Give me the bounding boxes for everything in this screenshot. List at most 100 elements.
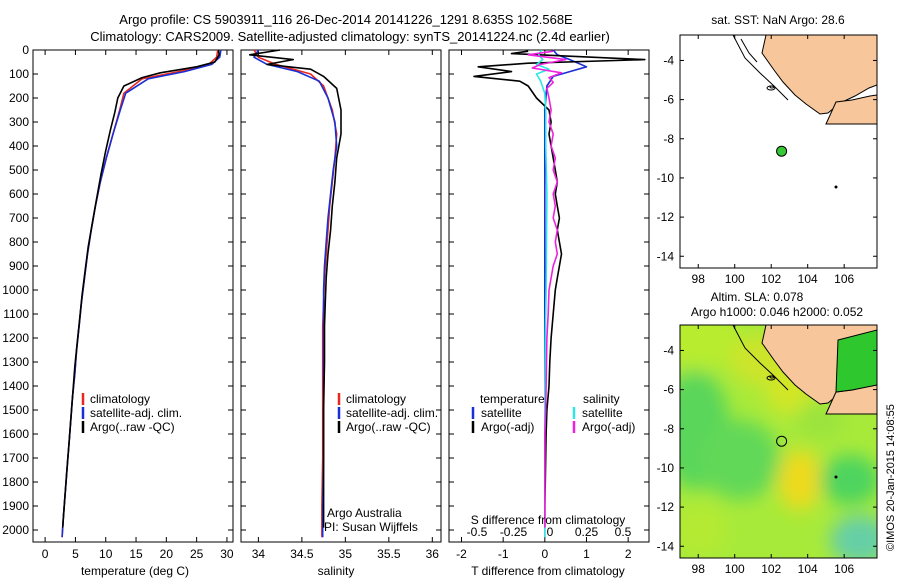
x-tick-label: 1 [583, 547, 590, 561]
salinity-x-label: salinity [318, 564, 355, 578]
t-difference-x-axis: -2 -1 0 1 2 [449, 49, 649, 561]
y-tick-label: 1900 [2, 499, 29, 513]
y-tick-label: 700 [9, 211, 29, 225]
y-tick-label: 1100 [3, 307, 29, 321]
temperature-x-label: temperature (deg C) [81, 564, 189, 578]
legend-climatology: climatology [90, 392, 150, 406]
coastal-shelf-line [732, 325, 789, 391]
lat-tick-label: -12 [657, 210, 675, 224]
x-tick-label: 20 [160, 547, 174, 561]
lat-tick-label: -8 [663, 132, 674, 146]
sla-map: Altim. SLA: 0.078 Argo h1000: 0.046 h200… [657, 290, 878, 576]
s-diff-tick-label: -0.25 [500, 525, 528, 539]
island-chain [740, 38, 758, 63]
legend-t-satellite: satellite [481, 406, 522, 420]
legend-satellite-adj-clim: satellite-adj. clim. [346, 406, 438, 420]
lat-tick-label: -14 [657, 249, 675, 263]
sst-map-frame [679, 34, 878, 269]
sumatra-land [761, 35, 877, 115]
series-line-satellite-adj-clim [61, 49, 222, 538]
header-line-1: Argo profile: CS 5903911_116 26-Dec-2014… [119, 12, 573, 27]
x-tick-label: 5 [72, 547, 79, 561]
lat-tick-label: -12 [657, 500, 675, 514]
series-line-t-argo [473, 50, 646, 528]
x-tick-label: 34 [252, 547, 266, 561]
legend-climatology: climatology [346, 392, 406, 406]
credit-timestamp: ©IMOS 20-Jan-2015 14:08:55 [885, 404, 897, 551]
legend-t-argo: Argo(-adj) [481, 420, 534, 434]
lat-tick-label: -6 [663, 93, 674, 107]
lat-tick-label: -6 [663, 383, 674, 397]
difference-plot-frame [448, 49, 650, 543]
difference-legend: temperature satellite Argo(-adj) salinit… [471, 392, 635, 434]
series-line-argo-raw-qc [248, 49, 342, 528]
sst-map: sat. SST: NaN Argo: 28.6 98 100 102 104 106 -… [657, 13, 878, 286]
y-tick-label: 400 [9, 139, 29, 153]
series-line-climatology [61, 49, 219, 538]
lat-tick-label: -8 [663, 422, 674, 436]
series-line-s-argo [527, 50, 567, 528]
islands-enggano-2 [769, 85, 775, 89]
lon-tick-label: 100 [725, 272, 745, 286]
lon-tick-label: 98 [692, 272, 706, 286]
temperature-series [61, 49, 222, 538]
y-tick-label: 2000 [2, 523, 29, 537]
salinity-panel: 34 34.5 35 35.5 36 climatology satellite-adj… [240, 49, 442, 578]
sla-map-title-1: Altim. SLA: 0.078 [711, 290, 804, 304]
salinity-plot-frame [240, 49, 442, 543]
sst-map-axes: 98 100 102 104 106 -4 -6 -8 -10 -12 -14 [657, 35, 877, 286]
sla-map-title-2: Argo h1000: 0.046 h2000: 0.052 [691, 305, 863, 319]
lat-tick-label: -4 [663, 53, 674, 67]
legend-salinity-heading: salinity [583, 392, 620, 406]
y-tick-label: 1200 [2, 331, 29, 345]
y-tick-label: 0 [22, 43, 29, 57]
sla-map-axes: 98 100 102 104 106 -4 -6 -8 -10 -12 -14 [657, 325, 877, 576]
argo-location-marker [776, 435, 788, 447]
series-line-s-satellite [535, 49, 550, 538]
y-tick-label: 600 [9, 187, 29, 201]
lon-tick-label: 98 [692, 562, 706, 576]
lat-tick-label: -4 [663, 343, 674, 357]
lat-tick-label: -10 [657, 461, 675, 475]
coastal-shelf-line [732, 35, 789, 101]
annotation-pi: PI: Susan Wijffels [324, 520, 418, 534]
temperature-plot-frame [32, 49, 234, 543]
temperature-panel: 0100200300400500600700800900100011001200… [2, 43, 234, 578]
legend-s-argo: Argo(-adj) [582, 420, 635, 434]
y-tick-label: 1500 [2, 403, 29, 417]
islands-enggano-2 [769, 375, 775, 379]
sst-map-land [732, 35, 877, 189]
y-tick-label: 1800 [2, 475, 29, 489]
series-line-argo-raw-qc [61, 49, 220, 528]
legend-argo: Argo(..raw -QC) [346, 420, 431, 434]
depth-axis: 0 100 200 300 400 500 600 700 800 900 1000 1100 1200… [2, 43, 233, 537]
lon-tick-label: 106 [834, 562, 854, 576]
temperature-x-axis: 0 5 10 15 20 25 30 [42, 50, 234, 561]
t-difference-label: T difference from climatology [471, 564, 625, 578]
lon-tick-label: 100 [725, 562, 745, 576]
green-land-patch [835, 329, 877, 393]
s-difference-axis: -0.5 -0.25 0 0.25 0.5 [467, 525, 632, 539]
x-tick-label: -1 [498, 547, 509, 561]
x-tick-label: 36 [426, 547, 440, 561]
x-tick-label: 0 [42, 547, 49, 561]
y-tick-label: 300 [9, 115, 29, 129]
sst-map-title: sat. SST: NaN Argo: 28.6 [711, 13, 845, 27]
series-line-climatology [253, 49, 338, 538]
x-tick-label: 2 [625, 547, 632, 561]
lon-tick-label: 104 [798, 562, 818, 576]
s-diff-tick-label: 0.5 [615, 525, 632, 539]
y-tick-label: 1400 [2, 379, 29, 393]
x-tick-label: 34.5 [290, 547, 314, 561]
lon-tick-label: 106 [834, 272, 854, 286]
lon-tick-label: 104 [798, 272, 818, 286]
difference-panel: -2 -1 0 1 2 -0.5 -0.25 0 0.25 0.5 temperature sa… [448, 49, 650, 578]
y-tick-label: 1000 [2, 283, 29, 297]
christmas-island [834, 185, 838, 189]
salinity-legend: climatology satellite-adj. clim. Argo(..… [337, 392, 438, 434]
y-tick-label: 1700 [2, 451, 29, 465]
y-tick-label: 1300 [2, 355, 29, 369]
x-tick-label: -2 [456, 547, 467, 561]
salinity-series [248, 49, 342, 538]
header-line-2: Climatology: CARS2009. Satellite-adjuste… [90, 29, 610, 44]
